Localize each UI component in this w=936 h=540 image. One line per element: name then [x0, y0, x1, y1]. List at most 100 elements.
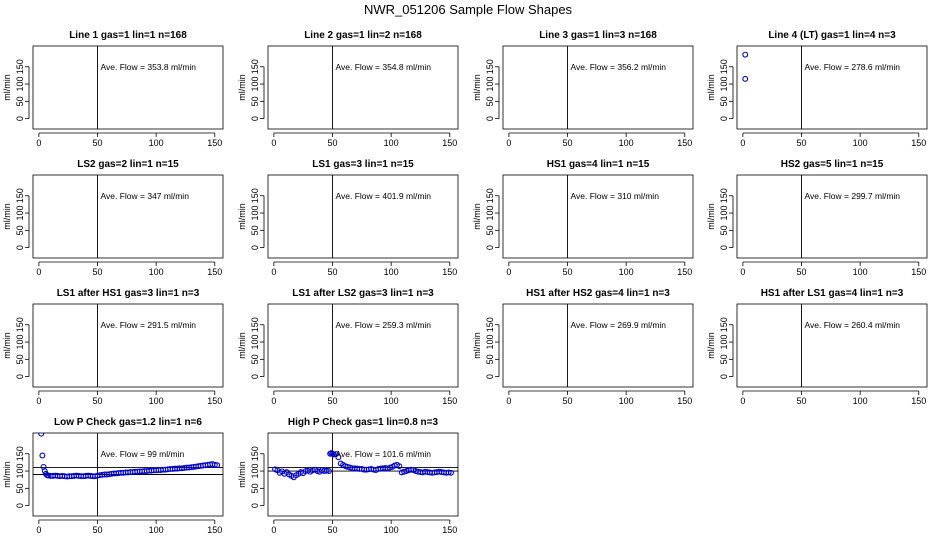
y-axis-label: ml/min	[706, 74, 716, 101]
ave-flow-annotation: Ave. Flow = 401.9 ml/min	[336, 191, 432, 201]
panel-5: LS2 gas=2 lin=1 n=150 50 100 150050100150ml…	[2, 159, 224, 277]
figure-title: NWR_051206 Sample Flow Shapes	[364, 2, 573, 17]
ave-flow-annotation: Ave. Flow = 299.7 ml/min	[805, 191, 901, 201]
y-tick-label: 50	[15, 225, 25, 235]
x-tick-label: 50	[327, 396, 337, 406]
y-axis-label: ml/min	[237, 203, 247, 230]
panel-2: Line 2 gas=1 lin=2 n=168 0 50 100 150 0 50 100 1…	[237, 30, 459, 148]
x-tick-label: 100	[619, 267, 634, 277]
x-tick-label: 150	[911, 396, 926, 406]
x-tick-label: 0	[740, 267, 745, 277]
y-tick-label: 50	[485, 96, 495, 106]
panel-11: HS1 after HS2 gas=4 lin=1 n=3 0 50 100 150 0 5…	[472, 288, 694, 406]
y-tick-label: 150	[15, 188, 25, 203]
data-point	[448, 469, 454, 476]
x-tick-label: 0	[36, 525, 41, 535]
x-tick-label: 150	[207, 138, 222, 148]
y-tick-label: 100	[15, 77, 25, 92]
y-tick-label: 50	[250, 354, 260, 364]
x-tick-label: 150	[207, 525, 222, 535]
data-point	[39, 452, 46, 459]
y-tick-label: 50	[250, 96, 260, 106]
data-points	[742, 51, 749, 82]
y-tick-label: 150	[15, 446, 25, 461]
data-point	[323, 467, 330, 474]
x-tick-label: 100	[149, 267, 164, 277]
data-point	[742, 75, 749, 82]
panel-title: Low P Check gas=1.2 lin=1 n=6	[54, 417, 202, 428]
y-tick-label: 50	[250, 483, 260, 493]
x-tick-label: 150	[442, 525, 457, 535]
x-tick-label: 50	[796, 138, 806, 148]
x-tick-label: 100	[384, 138, 399, 148]
x-tick-label: 50	[92, 525, 102, 535]
y-tick-label: 150	[250, 188, 260, 203]
ave-flow-annotation: Ave. Flow = 354.8 ml/min	[336, 62, 432, 72]
ave-flow-annotation: Ave. Flow = 260.4 ml/min	[805, 320, 901, 330]
x-tick-label: 150	[911, 138, 926, 148]
y-tick-label: 0	[15, 116, 25, 121]
y-tick-label: 0	[485, 116, 495, 121]
data-point	[330, 451, 337, 458]
y-tick-label: 0	[15, 245, 25, 250]
panel-8: HS2 gas=5 lin=1 n=150 50 100 150050100150ml…	[706, 159, 928, 277]
x-tick-label: 50	[92, 267, 102, 277]
y-tick-label: 0	[485, 374, 495, 379]
data-point	[326, 468, 332, 474]
y-tick-label: 50	[485, 225, 495, 235]
panel-6: LS1 gas=3 lin=1 n=150 50 100 150050100150ml…	[237, 159, 459, 277]
y-tick-label: 150	[485, 317, 495, 332]
x-tick-label: 100	[853, 267, 868, 277]
ave-flow-annotation: Ave. Flow = 353.8 ml/min	[101, 62, 197, 72]
plot-frame	[267, 303, 459, 388]
y-tick-label: 50	[15, 354, 25, 364]
panel-title: HS2 gas=5 lin=1 n=15	[781, 159, 884, 170]
ave-flow-annotation: Ave. Flow = 310 ml/min	[571, 191, 660, 201]
x-tick-label: 150	[442, 267, 457, 277]
y-tick-label: 0	[485, 245, 495, 250]
y-tick-label: 100	[250, 335, 260, 350]
y-tick-label: 150	[250, 317, 260, 332]
plot-frame	[736, 303, 928, 388]
plot-frame	[267, 45, 459, 130]
y-axis-label: ml/min	[472, 203, 482, 230]
x-tick-label: 0	[271, 396, 276, 406]
panel-title: Line 4 (LT) gas=1 lin=4 n=3	[768, 30, 896, 41]
x-tick-label: 0	[36, 267, 41, 277]
y-axis-label: ml/min	[472, 74, 482, 101]
plot-frame	[32, 45, 224, 130]
ave-flow-annotation: Ave. Flow = 99 ml/min	[101, 449, 185, 459]
data-point	[211, 461, 218, 468]
y-tick-label: 50	[485, 354, 495, 364]
x-tick-label: 50	[796, 396, 806, 406]
y-axis-label: ml/min	[472, 332, 482, 359]
ave-flow-annotation: Ave. Flow = 101.6 ml/min	[336, 449, 432, 459]
x-tick-label: 150	[207, 267, 222, 277]
x-tick-label: 100	[149, 396, 164, 406]
y-tick-label: 100	[485, 335, 495, 350]
y-tick-label: 150	[719, 317, 729, 332]
x-tick-label: 150	[677, 396, 692, 406]
panel-title: HS1 gas=4 lin=1 n=15	[547, 159, 650, 170]
x-tick-label: 50	[327, 267, 337, 277]
x-tick-label: 50	[562, 138, 572, 148]
x-tick-label: 150	[442, 396, 457, 406]
x-tick-label: 0	[506, 267, 511, 277]
panel-title: LS2 gas=2 lin=1 n=15	[77, 159, 179, 170]
y-tick-label: 150	[719, 188, 729, 203]
y-tick-label: 50	[250, 225, 260, 235]
y-tick-label: 100	[719, 335, 729, 350]
y-axis-label: ml/min	[2, 203, 12, 230]
y-tick-label: 100	[250, 206, 260, 221]
y-tick-label: 150	[250, 446, 260, 461]
x-tick-label: 100	[619, 396, 634, 406]
x-tick-label: 0	[740, 138, 745, 148]
data-points	[38, 433, 221, 480]
panel-title: Line 1 gas=1 lin=1 n=168	[69, 30, 187, 41]
y-tick-label: 50	[719, 354, 729, 364]
y-axis-label: ml/min	[237, 332, 247, 359]
x-tick-label: 50	[796, 267, 806, 277]
y-tick-label: 100	[15, 206, 25, 221]
ave-flow-annotation: Ave. Flow = 291.5 ml/min	[101, 320, 197, 330]
